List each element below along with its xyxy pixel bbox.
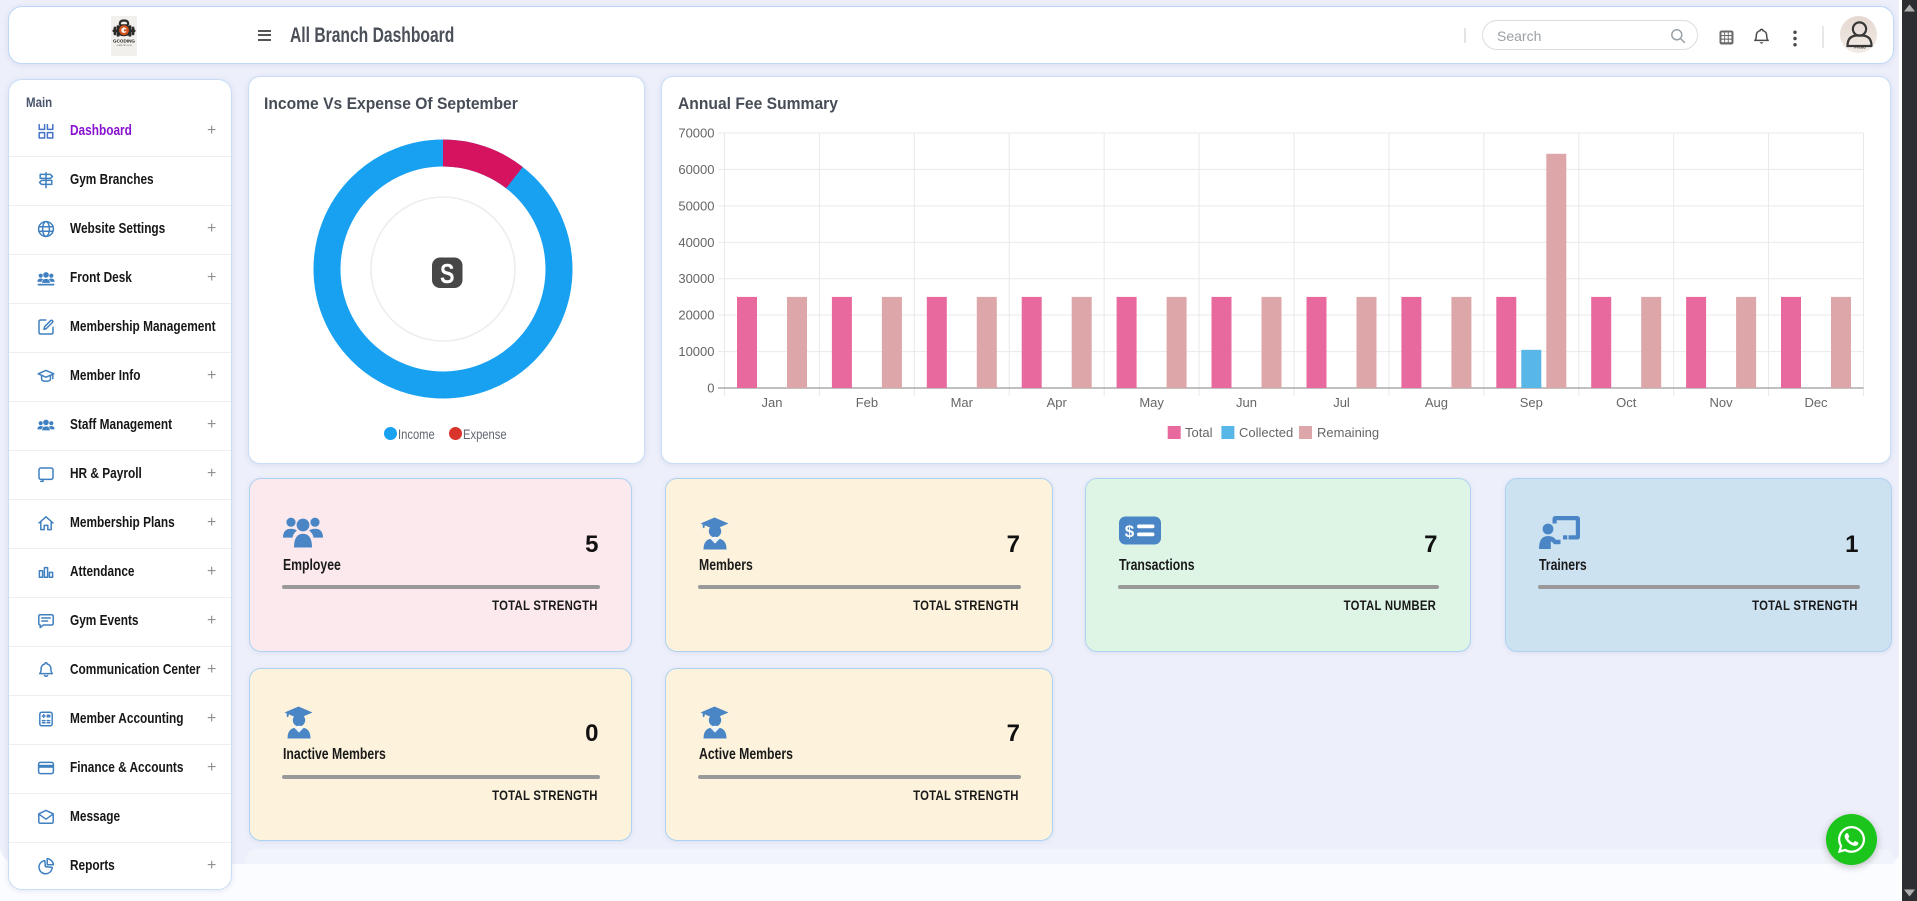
svg-text:S: S [439,257,454,288]
svg-text:Total: Total [1185,425,1213,440]
svg-text:70000: 70000 [678,126,714,141]
svg-text:Collected: Collected [1239,425,1293,440]
svg-text:Sep: Sep [1520,395,1543,410]
svg-text:0: 0 [707,381,714,396]
svg-text:Dec: Dec [1804,395,1828,410]
svg-text:10000: 10000 [678,344,714,359]
svg-text:30000: 30000 [678,271,714,286]
svg-text:Jul: Jul [1333,395,1350,410]
svg-text:Nov: Nov [1710,395,1734,410]
svg-text:Aug: Aug [1425,395,1448,410]
svg-text:20000: 20000 [678,308,714,323]
svg-text:Jan: Jan [762,395,783,410]
svg-text:COMPUTER CLUB: COMPUTER CLUB [116,45,132,47]
svg-text:GCODING: GCODING [113,39,135,44]
svg-text:$: $ [1124,522,1134,541]
svg-text:Remaining: Remaining [1317,425,1379,440]
svg-text:Jun: Jun [1236,395,1257,410]
svg-text:Apr: Apr [1047,395,1068,410]
svg-text:40000: 40000 [678,235,714,250]
svg-text:Mar: Mar [951,395,974,410]
svg-text:60000: 60000 [678,162,714,177]
svg-text:May: May [1139,395,1164,410]
svg-text:Oct: Oct [1616,395,1637,410]
svg-text:Photo: Photo [1854,45,1866,50]
svg-text:50000: 50000 [678,198,714,213]
svg-text:Feb: Feb [856,395,878,410]
